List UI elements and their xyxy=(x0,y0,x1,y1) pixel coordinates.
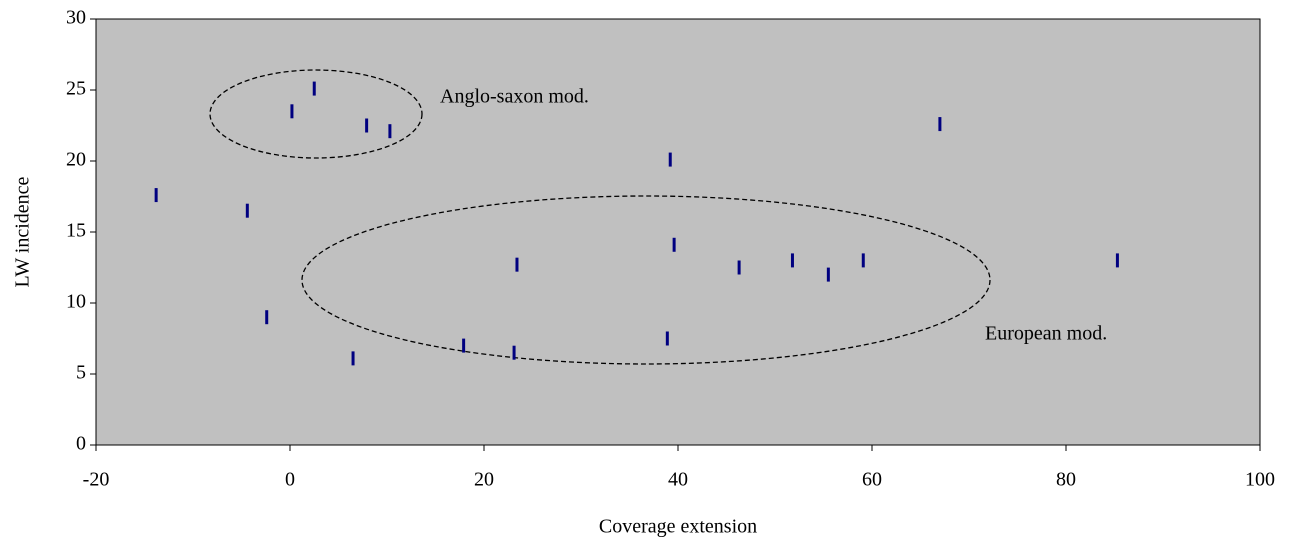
x-tick-label: -20 xyxy=(83,469,110,491)
x-tick-label: 40 xyxy=(668,469,688,491)
x-tick-label: 20 xyxy=(474,469,494,491)
x-tick-label: 0 xyxy=(285,469,295,491)
y-tick-label: 30 xyxy=(66,7,86,29)
y-tick-label: 5 xyxy=(76,362,86,384)
cluster-outline xyxy=(209,69,423,159)
plot-area xyxy=(95,18,1261,446)
annotation: European mod. xyxy=(985,323,1107,345)
x-tick-label: 60 xyxy=(862,469,882,491)
x-tick-label: 80 xyxy=(1056,469,1076,491)
y-tick-label: 0 xyxy=(76,433,86,455)
cluster-outline xyxy=(301,195,991,365)
y-axis-label: LW incidence xyxy=(12,176,34,287)
x-axis-label: Coverage extension xyxy=(599,516,757,538)
annotation: Anglo-saxon mod. xyxy=(440,86,589,108)
y-tick-label: 20 xyxy=(66,149,86,171)
x-tick-label: 100 xyxy=(1245,469,1275,491)
y-tick-label: 15 xyxy=(66,220,86,242)
y-tick-label: 25 xyxy=(66,78,86,100)
y-tick-label: 10 xyxy=(66,291,86,313)
